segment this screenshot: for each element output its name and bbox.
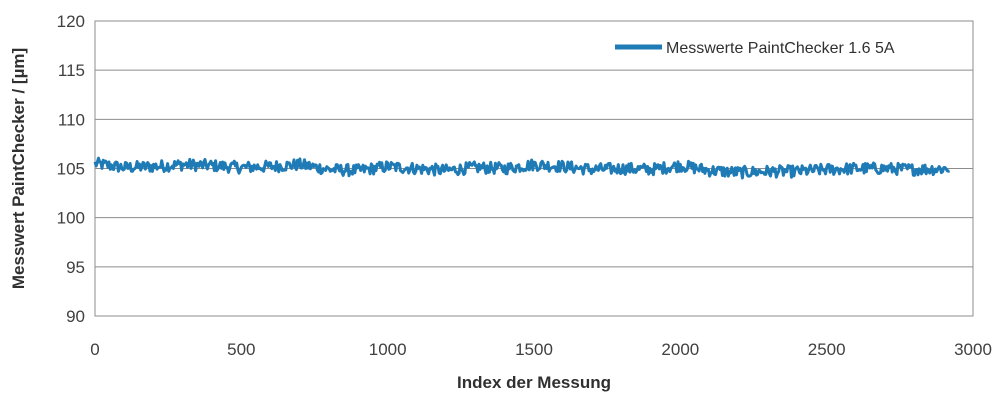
x-tick-label: 0 bbox=[90, 340, 99, 359]
series-line bbox=[93, 156, 950, 180]
x-axis-title: Index der Messung bbox=[457, 373, 611, 392]
y-tick-label: 95 bbox=[66, 258, 85, 277]
plot-area-border bbox=[94, 20, 974, 317]
y-tick-label: 110 bbox=[58, 110, 85, 129]
y-tick-label: 120 bbox=[57, 12, 85, 31]
y-axis-ticks: 90 95 100 105 110 115 120 bbox=[57, 12, 85, 326]
x-tick-label: 1500 bbox=[515, 340, 553, 359]
x-tick-label: 1000 bbox=[369, 340, 407, 359]
y-tick-label: 100 bbox=[57, 209, 85, 228]
x-tick-label: 2500 bbox=[808, 340, 846, 359]
y-tick-label: 105 bbox=[57, 160, 85, 179]
y-axis-title: Messwert PaintChecker / [µm] bbox=[9, 48, 28, 289]
y-tick-label: 115 bbox=[58, 61, 85, 80]
y-tick-label: 90 bbox=[66, 307, 85, 326]
series-layer bbox=[93, 156, 950, 180]
legend-label: Messwerte PaintChecker 1.6 5A bbox=[666, 40, 895, 57]
x-tick-label: 2000 bbox=[661, 340, 699, 359]
x-tick-label: 3000 bbox=[954, 340, 992, 359]
legend: Messwerte PaintChecker 1.6 5A bbox=[615, 40, 895, 57]
x-axis-ticks: 0 500 1000 1500 2000 2500 3000 bbox=[90, 340, 992, 359]
x-tick-label: 500 bbox=[227, 340, 255, 359]
